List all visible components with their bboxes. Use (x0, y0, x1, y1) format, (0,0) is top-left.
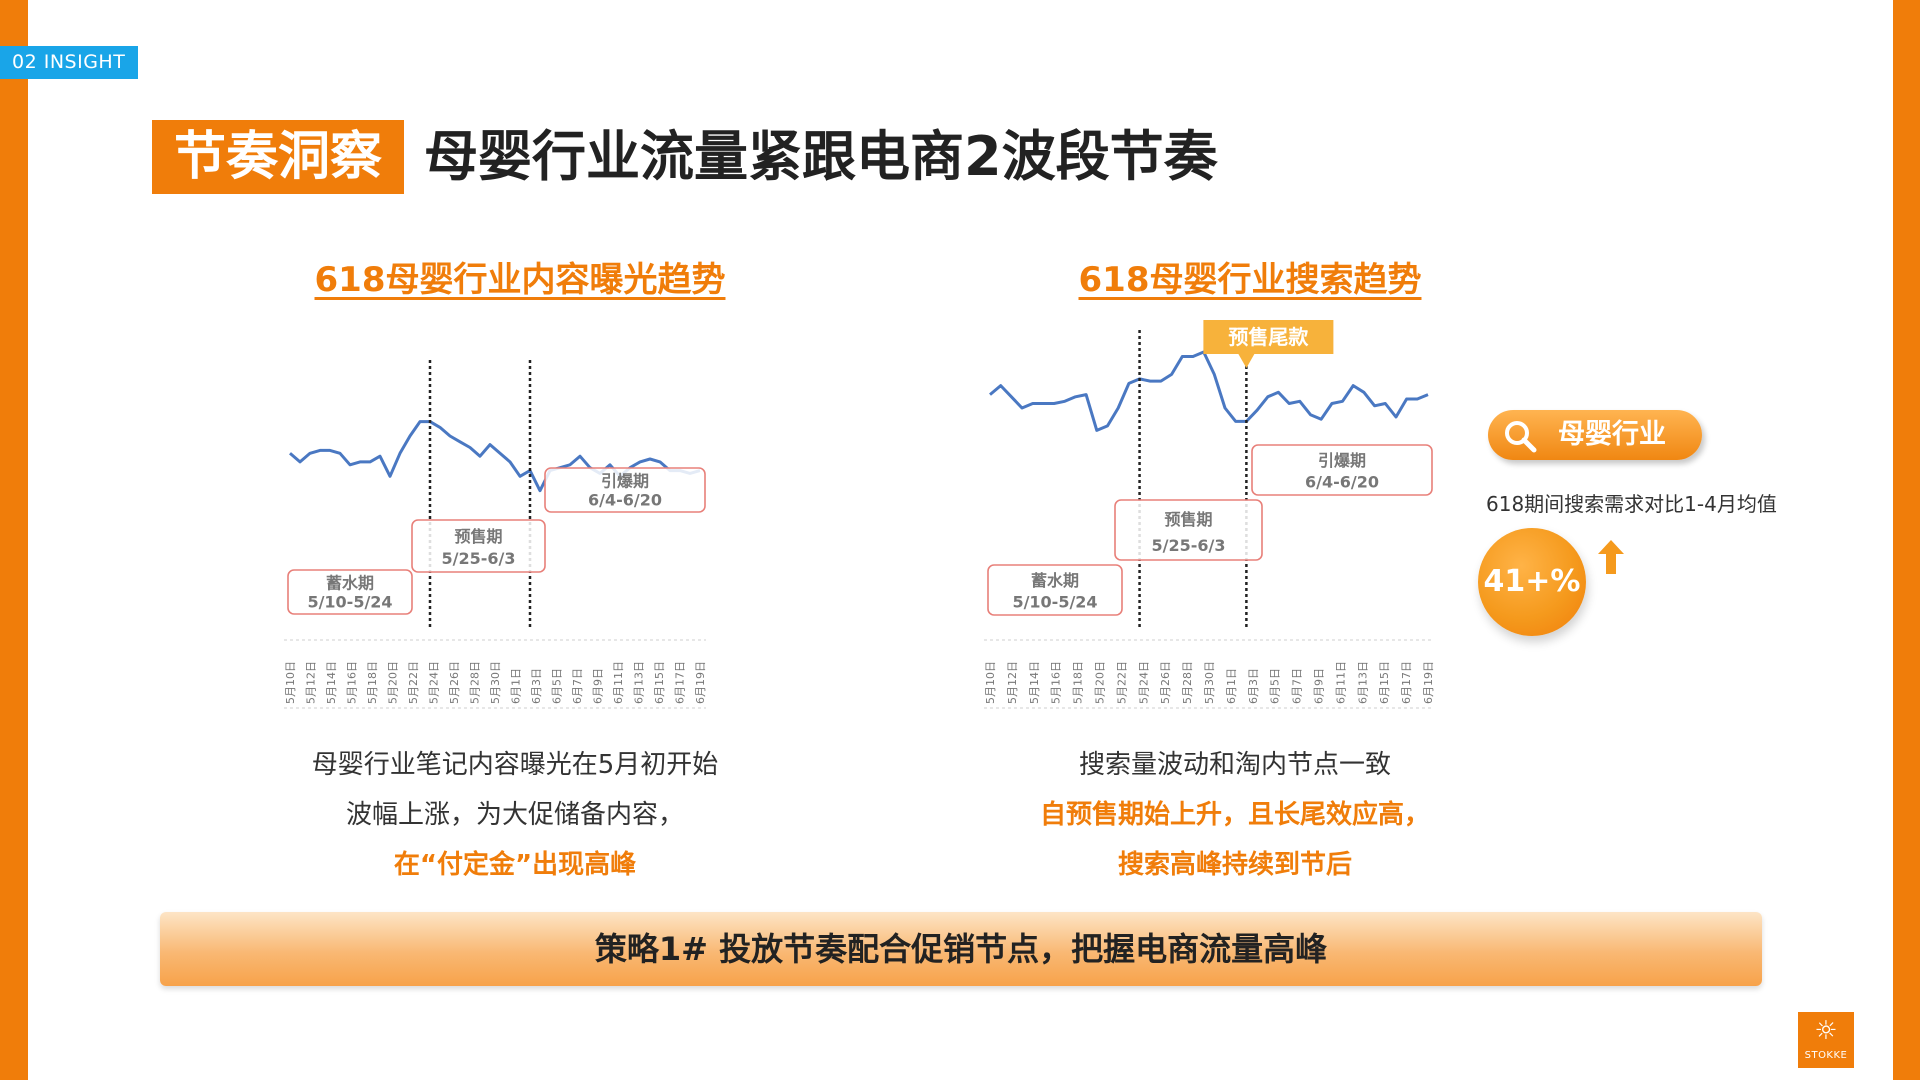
right-accent-bar (1893, 0, 1920, 1080)
x-tick-label: 5月18日 (366, 661, 379, 704)
exposure-caption-line1: 母婴行业笔记内容曝光在5月初开始 (311, 750, 719, 780)
strategy-banner: 策略1# 投放节奏配合促销节点，把握电商流量高峰 (160, 912, 1762, 986)
chart-title-search: 618母婴行业搜索趋势 (1078, 260, 1422, 300)
phase-box (1114, 499, 1263, 561)
x-tick-label: 6月9日 (592, 668, 605, 704)
x-tick-label: 5月20日 (387, 661, 400, 704)
phase-name: 蓄水期 (1031, 571, 1079, 590)
brand-logo-text: STOKKE (1804, 1050, 1848, 1061)
x-tick-label: 5月28日 (469, 661, 482, 704)
x-tick-label: 5月14日 (325, 661, 338, 704)
x-tick-label: 5月12日 (1006, 661, 1019, 704)
search-caption: 搜索量波动和淘内节点一致 自预售期始上升，且长尾效应高， 搜索高峰持续到节后 (990, 740, 1480, 890)
x-tick-label: 5月22日 (407, 661, 420, 704)
phase-box (544, 467, 706, 513)
x-tick-label: 6月15日 (1378, 661, 1391, 704)
x-tick-label: 6月7日 (1291, 668, 1304, 704)
section-tag: 02 INSIGHT (0, 46, 138, 79)
x-tick-label: 6月11日 (1334, 661, 1347, 704)
x-tick-label: 6月17日 (674, 661, 687, 704)
page-title: 母婴行业流量紧跟电商2波段节奏 (424, 125, 1218, 188)
phase-box (987, 564, 1123, 616)
annotation-pointer (1238, 354, 1255, 368)
x-tick-label: 6月15日 (653, 661, 666, 704)
phase-box (411, 519, 546, 573)
search-icon (1505, 421, 1537, 453)
industry-search-pill: 母婴行业 (1488, 410, 1702, 460)
x-tick-label: 6月5日 (551, 668, 564, 704)
x-tick-label: 6月13日 (633, 661, 646, 704)
x-tick-label: 6月11日 (612, 661, 625, 704)
x-tick-label: 6月1日 (510, 668, 523, 704)
exposure-caption: 母婴行业笔记内容曝光在5月初开始 波幅上涨，为大促储备内容， 在“付定金”出现高… (240, 740, 790, 890)
phase-range: 5/25-6/3 (1152, 536, 1226, 555)
phase-name: 预售期 (454, 527, 502, 546)
x-tick-label: 5月16日 (346, 661, 359, 704)
x-tick-label: 5月14日 (1028, 661, 1041, 704)
x-tick-label: 5月26日 (1159, 661, 1172, 704)
x-tick-label: 6月5日 (1269, 668, 1282, 704)
x-tick-label: 5月16日 (1050, 661, 1063, 704)
left-accent-bar (0, 0, 28, 1080)
brand-logo-icon: ☼ (1814, 1016, 1838, 1046)
search-caption-highlight1: 自预售期始上升，且长尾效应高， (1039, 800, 1430, 830)
search-caption-highlight2: 搜索高峰持续到节后 (1117, 850, 1352, 880)
phase-box (1251, 444, 1433, 496)
x-tick-label: 5月12日 (305, 661, 318, 704)
x-tick-label: 5月20日 (1094, 661, 1107, 704)
exposure-caption-highlight: 在“付定金”出现高峰 (393, 850, 637, 880)
x-tick-label: 5月24日 (428, 661, 441, 704)
title-tag: 节奏洞察 (152, 120, 410, 194)
phase-box (287, 569, 413, 615)
x-tick-label: 5月22日 (1115, 661, 1128, 704)
phase-range: 6/4-6/20 (1305, 473, 1379, 492)
x-tick-label: 5月24日 (1137, 661, 1150, 704)
x-tick-label: 6月1日 (1225, 668, 1238, 704)
x-tick-label: 5月28日 (1181, 661, 1194, 704)
phase-name: 预售期 (1164, 510, 1212, 529)
up-arrow-icon (1598, 540, 1624, 574)
x-tick-label: 6月13日 (1356, 661, 1369, 704)
x-tick-label: 6月17日 (1400, 661, 1413, 704)
phase-name: 引爆期 (1318, 451, 1366, 470)
page-number: 9 (1882, 1030, 1891, 1046)
chart-title-exposure: 618母婴行业内容曝光趋势 (314, 260, 726, 300)
industry-pill-label: 母婴行业 (1558, 419, 1666, 450)
annotation-label: 预售尾款 (1228, 325, 1309, 349)
x-tick-label: 6月3日 (530, 668, 543, 704)
growth-percent-circle: 41+% (1478, 528, 1586, 636)
x-tick-label: 5月30日 (489, 661, 502, 704)
x-tick-label: 5月30日 (1203, 661, 1216, 704)
phase-range: 5/10-5/24 (1012, 593, 1097, 612)
x-tick-label: 6月19日 (694, 661, 707, 704)
x-tick-label: 5月26日 (448, 661, 461, 704)
search-caption-line1: 搜索量波动和淘内节点一致 (1078, 750, 1391, 780)
trend-line (289, 420, 701, 493)
phase-range: 5/25-6/3 (442, 549, 516, 568)
brand-logo: ☼ STOKKE (1798, 1012, 1854, 1068)
x-tick-label: 6月9日 (1313, 668, 1326, 704)
x-tick-label: 6月19日 (1422, 661, 1435, 704)
x-tick-label: 5月18日 (1072, 661, 1085, 704)
x-tick-label: 6月7日 (571, 668, 584, 704)
phase-name: 蓄水期 (326, 573, 374, 592)
phase-range: 6/4-6/20 (588, 490, 662, 509)
trend-line (989, 350, 1429, 432)
exposure-caption-line2: 波幅上涨，为大促储备内容， (345, 800, 684, 830)
search-trend-chart: 5月10日 5月12日 5月14日 5月16日 5月18日 5月20日 5月22日 5月24日… (984, 320, 1435, 709)
phase-range: 5/10-5/24 (307, 592, 392, 611)
phase-name: 引爆期 (601, 471, 649, 490)
exposure-trend-chart: 5月10日 5月12日 5月14日 5月16日 5月18日 5月20日 5月22日 5月24日… (284, 360, 707, 709)
annotation-callout (1203, 320, 1334, 354)
search-demand-compare-label: 618期间搜索需求对比1-4月均值 (1486, 492, 1777, 516)
x-tick-label: 5月10日 (984, 661, 997, 704)
x-tick-label: 5月10日 (284, 661, 297, 704)
x-tick-label: 6月3日 (1247, 668, 1260, 704)
